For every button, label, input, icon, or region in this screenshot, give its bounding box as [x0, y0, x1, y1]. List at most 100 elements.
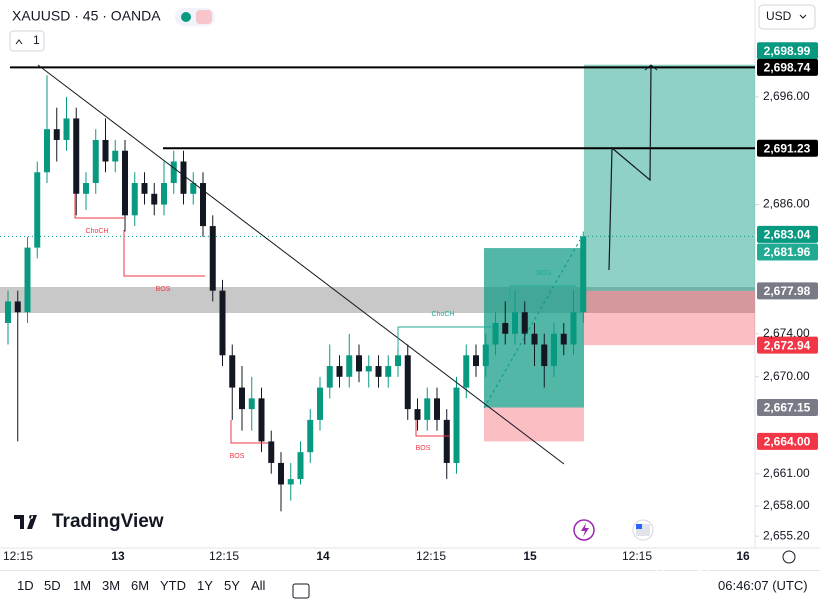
- chevron: [15, 39, 23, 45]
- candle-body: [239, 387, 245, 410]
- candle-body: [297, 452, 304, 480]
- annotation: BOS: [230, 453, 245, 460]
- range-button[interactable]: 1Y: [197, 578, 213, 593]
- price-tag-label: 2,677.98: [764, 284, 811, 298]
- candle-body: [512, 312, 518, 334]
- y-tick-label: 2,686.00: [763, 197, 810, 211]
- range-button[interactable]: 5Y: [224, 578, 240, 593]
- candle-body: [336, 366, 343, 377]
- range-button[interactable]: 1M: [73, 578, 92, 593]
- y-tick-label: 2,670.00: [763, 369, 810, 383]
- structure-line: [230, 420, 268, 444]
- zone-band: [0, 287, 755, 313]
- range-button[interactable]: All: [251, 578, 266, 593]
- range-button[interactable]: YTD: [160, 578, 186, 593]
- structure-line: [123, 230, 205, 277]
- toggle-icon: [196, 10, 212, 24]
- candle-body: [404, 355, 411, 410]
- calendar: [292, 583, 310, 599]
- flag-canton: [636, 524, 642, 529]
- settings-icon[interactable]: [782, 550, 796, 564]
- candle-body: [141, 183, 148, 194]
- candle-body: [463, 355, 470, 388]
- candle-body: [53, 129, 60, 140]
- structure-line: [509, 285, 576, 300]
- range-button[interactable]: 3M: [102, 578, 121, 593]
- candle-body: [34, 172, 41, 248]
- candle-body: [258, 398, 265, 442]
- candle-body: [307, 419, 314, 453]
- y-tick-label: 2,661.00: [763, 466, 810, 480]
- x-tick-label: 14: [316, 549, 330, 563]
- candle-body: [209, 226, 216, 291]
- candle-body: [63, 118, 70, 140]
- symbol: XAUUSD · 45 · OANDA: [12, 8, 161, 24]
- position-box: [584, 64, 755, 291]
- x-tick-label: 12:15: [3, 549, 33, 563]
- candle-body: [482, 344, 489, 367]
- candle-body: [161, 183, 167, 205]
- candle-body: [356, 355, 362, 372]
- structure-line: [397, 326, 492, 348]
- candle-body: [346, 355, 353, 377]
- candle-body: [151, 193, 158, 205]
- candle-body: [219, 290, 226, 356]
- chevron: [799, 14, 807, 19]
- price-tags: 2,698.99 2,698.74 2,691.23 2,683.04 2,681.96…: [757, 42, 818, 450]
- candle-body: [395, 355, 401, 367]
- candles: [5, 75, 587, 512]
- position-box: [484, 407, 584, 442]
- x-tick-label: 15: [523, 549, 537, 563]
- projection-path: [608, 64, 652, 271]
- price-tag-label: 2,667.15: [764, 401, 811, 415]
- candle-body: [44, 129, 50, 173]
- price-tag: [757, 225, 818, 243]
- annotation: ChoCH: [432, 311, 455, 318]
- price-tag-label: 2,698.74: [764, 61, 811, 75]
- structure-line: [74, 194, 125, 219]
- annotations: ChoCH BOS ChoCH BOS BOS BOS: [86, 228, 552, 460]
- candle-body: [14, 301, 21, 313]
- price-tag: [757, 399, 818, 417]
- candle-body: [424, 398, 431, 420]
- candle-body: [560, 333, 567, 345]
- range-button[interactable]: 1D: [17, 578, 34, 593]
- candle-body: [502, 322, 509, 334]
- compare-icon[interactable]: [290, 579, 314, 603]
- price-tag: [757, 58, 818, 76]
- range-button[interactable]: 5D: [44, 578, 61, 593]
- interval-button[interactable]: [9, 30, 45, 52]
- candle-body: [92, 139, 99, 184]
- candle-body: [112, 150, 119, 162]
- price-tag: [757, 42, 818, 60]
- bolt: [581, 523, 589, 537]
- currency-button[interactable]: [758, 4, 816, 30]
- candle-body: [492, 322, 499, 345]
- trend-line: [37, 64, 565, 465]
- price-tag-label: 2,664.00: [764, 435, 811, 449]
- range-button[interactable]: 6M: [131, 578, 150, 593]
- price-tag-label: 2,683.04: [764, 228, 811, 242]
- positions: [0, 64, 755, 442]
- y-tick-label: 2,655.20: [763, 528, 810, 542]
- x-tick-label: 16: [736, 549, 750, 563]
- candle-body: [83, 183, 89, 194]
- candle-body: [24, 247, 31, 313]
- candle-body: [268, 441, 275, 463]
- candle-body: [453, 387, 460, 463]
- candle-body: [73, 118, 80, 194]
- annotation: ChoCH: [86, 228, 109, 235]
- x-tick-label: 13: [111, 549, 125, 563]
- candle-body: [200, 183, 206, 227]
- x-tick-label: 12:15: [416, 549, 446, 563]
- candle-body: [385, 366, 392, 377]
- position-box: [584, 290, 755, 346]
- price-tag-label: 2,672.94: [764, 338, 811, 352]
- logo-icon: [14, 515, 37, 529]
- candle-body: [131, 183, 138, 216]
- annotation: BOS: [156, 286, 171, 293]
- price-tag: [757, 243, 818, 261]
- candle-body: [278, 462, 284, 485]
- y-tick-label: 2,658.00: [763, 498, 810, 512]
